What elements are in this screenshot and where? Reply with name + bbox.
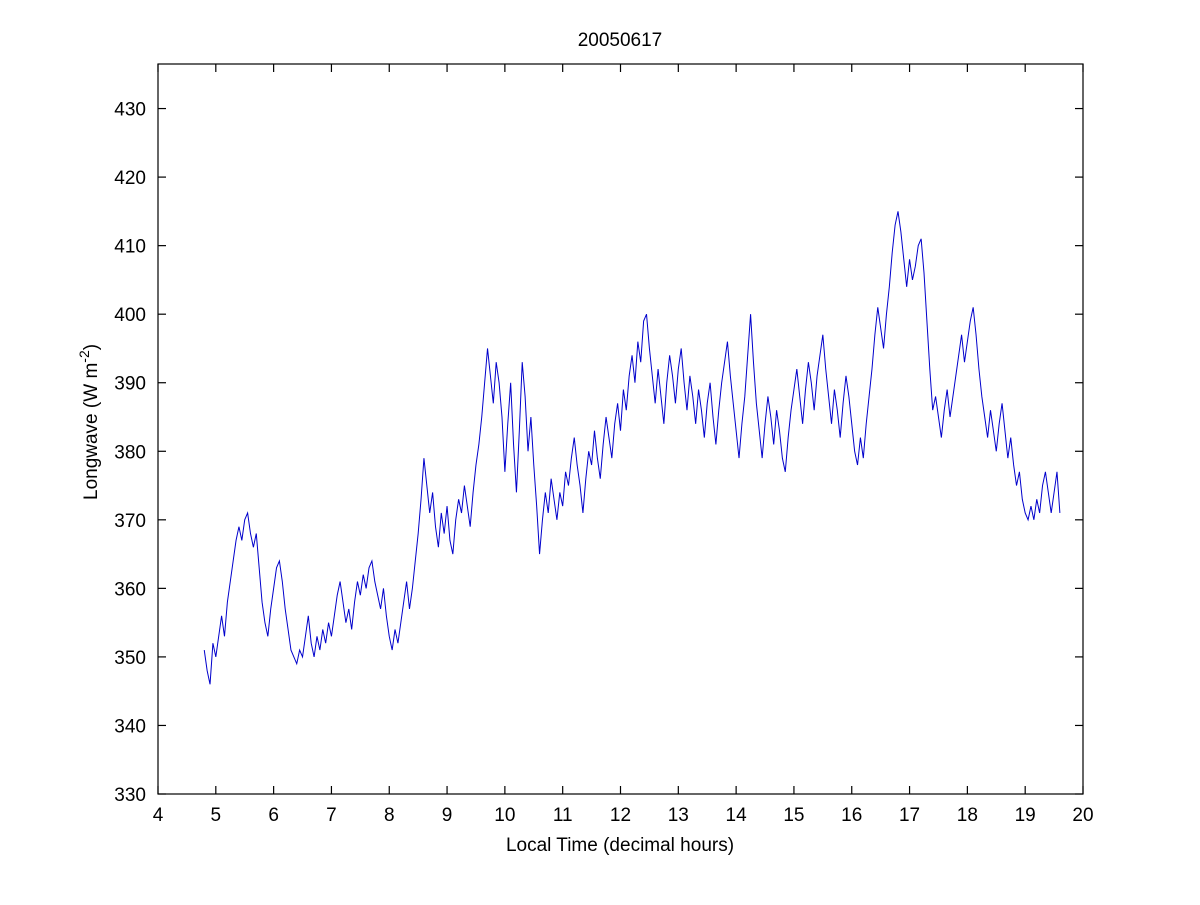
x-axis-label: Local Time (decimal hours): [506, 835, 734, 856]
x-tick-label: 5: [211, 805, 222, 826]
axis-tick-labels: 4 5 6 7 8 9 10 11 12 13 14 15 16 17 18 19 20 330 340 350 360…: [114, 100, 1093, 826]
y-tick-label: 390: [114, 374, 146, 395]
x-tick-label: 4: [153, 805, 164, 826]
x-tick-label: 15: [783, 805, 804, 826]
x-tick-label: 14: [726, 805, 748, 826]
y-tick-label: 410: [114, 237, 146, 258]
x-tick-label: 20: [1072, 805, 1093, 826]
chart-title: 20050617: [578, 30, 663, 51]
y-tick-label: 430: [114, 100, 146, 121]
x-tick-label: 12: [610, 805, 631, 826]
x-tick-label: 13: [668, 805, 689, 826]
y-tick-label: 360: [114, 579, 146, 600]
y-tick-label: 400: [114, 305, 146, 326]
y-tick-label: 420: [114, 168, 146, 189]
x-tick-label: 16: [841, 805, 862, 826]
series-line-longwave: [203, 211, 1061, 685]
y-tick-label: 370: [114, 511, 146, 532]
data-series: [203, 211, 1061, 685]
x-tick-label: 9: [442, 805, 453, 826]
y-tick-label: 330: [114, 785, 146, 806]
y-axis-label: Longwave (W m-2): [76, 344, 102, 500]
x-tick-label: 11: [553, 805, 573, 826]
y-axis-label-prefix: Longwave (W m: [81, 363, 102, 500]
x-tick-label: 18: [957, 805, 978, 826]
x-tick-label: 19: [1015, 805, 1036, 826]
x-tick-label: 6: [268, 805, 279, 826]
y-tick-label: 340: [114, 716, 146, 737]
x-tick-label: 10: [494, 805, 515, 826]
y-axis-label-superscript: -2: [76, 350, 92, 363]
y-tick-label: 350: [114, 648, 146, 669]
x-tick-label: 8: [384, 805, 395, 826]
axis-ticks: [157, 64, 1084, 795]
x-tick-label: 17: [899, 805, 920, 826]
y-tick-label: 380: [114, 442, 146, 463]
y-axis-label-suffix: ): [81, 344, 102, 350]
x-tick-label: 7: [326, 805, 337, 826]
